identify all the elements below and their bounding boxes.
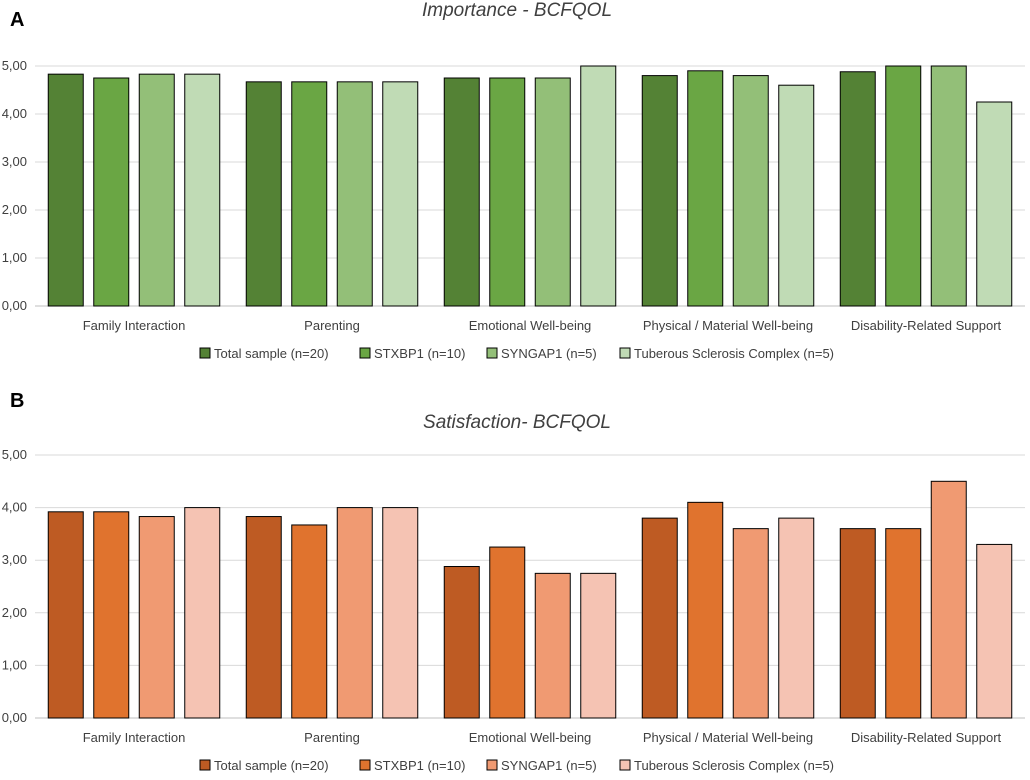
legend-swatch (619, 347, 631, 359)
bar (93, 511, 130, 719)
bar (443, 566, 480, 719)
bar (687, 501, 724, 719)
legend-label: Tuberous Sclerosis Complex (n=5) (634, 346, 834, 361)
bar (534, 572, 571, 719)
x-category-label: Physical / Material Well-being (643, 318, 813, 333)
x-category-label: Emotional Well-being (469, 730, 592, 745)
bar (641, 517, 678, 719)
bar (489, 546, 526, 719)
bar (930, 65, 967, 307)
bar (382, 81, 419, 307)
x-category-label: Disability-Related Support (851, 318, 1002, 333)
bar (138, 73, 175, 307)
bar (443, 77, 480, 307)
bar (976, 101, 1013, 307)
bar (580, 572, 617, 719)
bar (291, 81, 328, 307)
legend-swatch (619, 759, 631, 771)
bar (534, 77, 571, 307)
chart-title-satisfaction: Satisfaction- BCFQOL (423, 412, 611, 433)
x-category-label: Parenting (304, 730, 360, 745)
legend-swatch (486, 759, 498, 771)
satisfaction-chart: 0,00 1,00 2,00 3,00 4,00 5,00 Family Interacti… (2, 447, 1025, 773)
bar (641, 75, 678, 307)
bar (245, 81, 282, 307)
y-tick-label: 0,00 (2, 710, 27, 725)
legend-swatch (486, 347, 498, 359)
legend-label: SYNGAP1 (n=5) (501, 758, 597, 773)
legend-swatch (199, 347, 211, 359)
legend-swatch (199, 759, 211, 771)
bar (336, 81, 373, 307)
bar (839, 528, 876, 719)
y-tick-label: 4,00 (2, 106, 27, 121)
bar (778, 84, 815, 307)
bar (184, 507, 221, 719)
bar (732, 75, 769, 307)
bar (580, 65, 617, 307)
bar (778, 517, 815, 719)
y-tick-label: 2,00 (2, 605, 27, 620)
x-category-label: Physical / Material Well-being (643, 730, 813, 745)
x-category-label: Family Interaction (83, 318, 186, 333)
x-category-label: Family Interaction (83, 730, 186, 745)
bar (336, 507, 373, 719)
bar (687, 70, 724, 307)
bar (839, 71, 876, 307)
bar (732, 528, 769, 719)
legend-label: Tuberous Sclerosis Complex (n=5) (634, 758, 834, 773)
panel-label-a: A (10, 9, 24, 31)
y-tick-label: 5,00 (2, 447, 27, 462)
chart-title-importance: Importance - BCFQOL (422, 0, 612, 21)
bar (47, 73, 84, 307)
bar (976, 543, 1013, 719)
bar (138, 516, 175, 719)
x-category-label: Emotional Well-being (469, 318, 592, 333)
legend-swatch (359, 759, 371, 771)
legend-label: SYNGAP1 (n=5) (501, 346, 597, 361)
bar (382, 507, 419, 719)
y-tick-label: 3,00 (2, 154, 27, 169)
bar (885, 65, 922, 307)
bar (184, 73, 221, 307)
y-tick-label: 4,00 (2, 500, 27, 515)
bar (930, 480, 967, 719)
bar (245, 516, 282, 719)
bar (47, 511, 84, 719)
legend-label: Total sample (n=20) (214, 758, 329, 773)
bar (93, 77, 130, 307)
panel-label-b: B (10, 390, 24, 412)
y-tick-label: 2,00 (2, 202, 27, 217)
y-tick-label: 1,00 (2, 250, 27, 265)
x-category-label: Disability-Related Support (851, 730, 1002, 745)
legend-label: STXBP1 (n=10) (374, 346, 465, 361)
legend-swatch (359, 347, 371, 359)
legend-label: Total sample (n=20) (214, 346, 329, 361)
bar (489, 77, 526, 307)
legend-label: STXBP1 (n=10) (374, 758, 465, 773)
y-tick-label: 3,00 (2, 552, 27, 567)
y-tick-label: 1,00 (2, 657, 27, 672)
y-tick-label: 5,00 (2, 58, 27, 73)
importance-chart: 0,00 1,00 2,00 3,00 4,00 5,00 Family Interacti… (2, 58, 1025, 361)
x-category-label: Parenting (304, 318, 360, 333)
y-tick-label: 0,00 (2, 298, 27, 313)
bar (291, 524, 328, 719)
bar (885, 528, 922, 719)
